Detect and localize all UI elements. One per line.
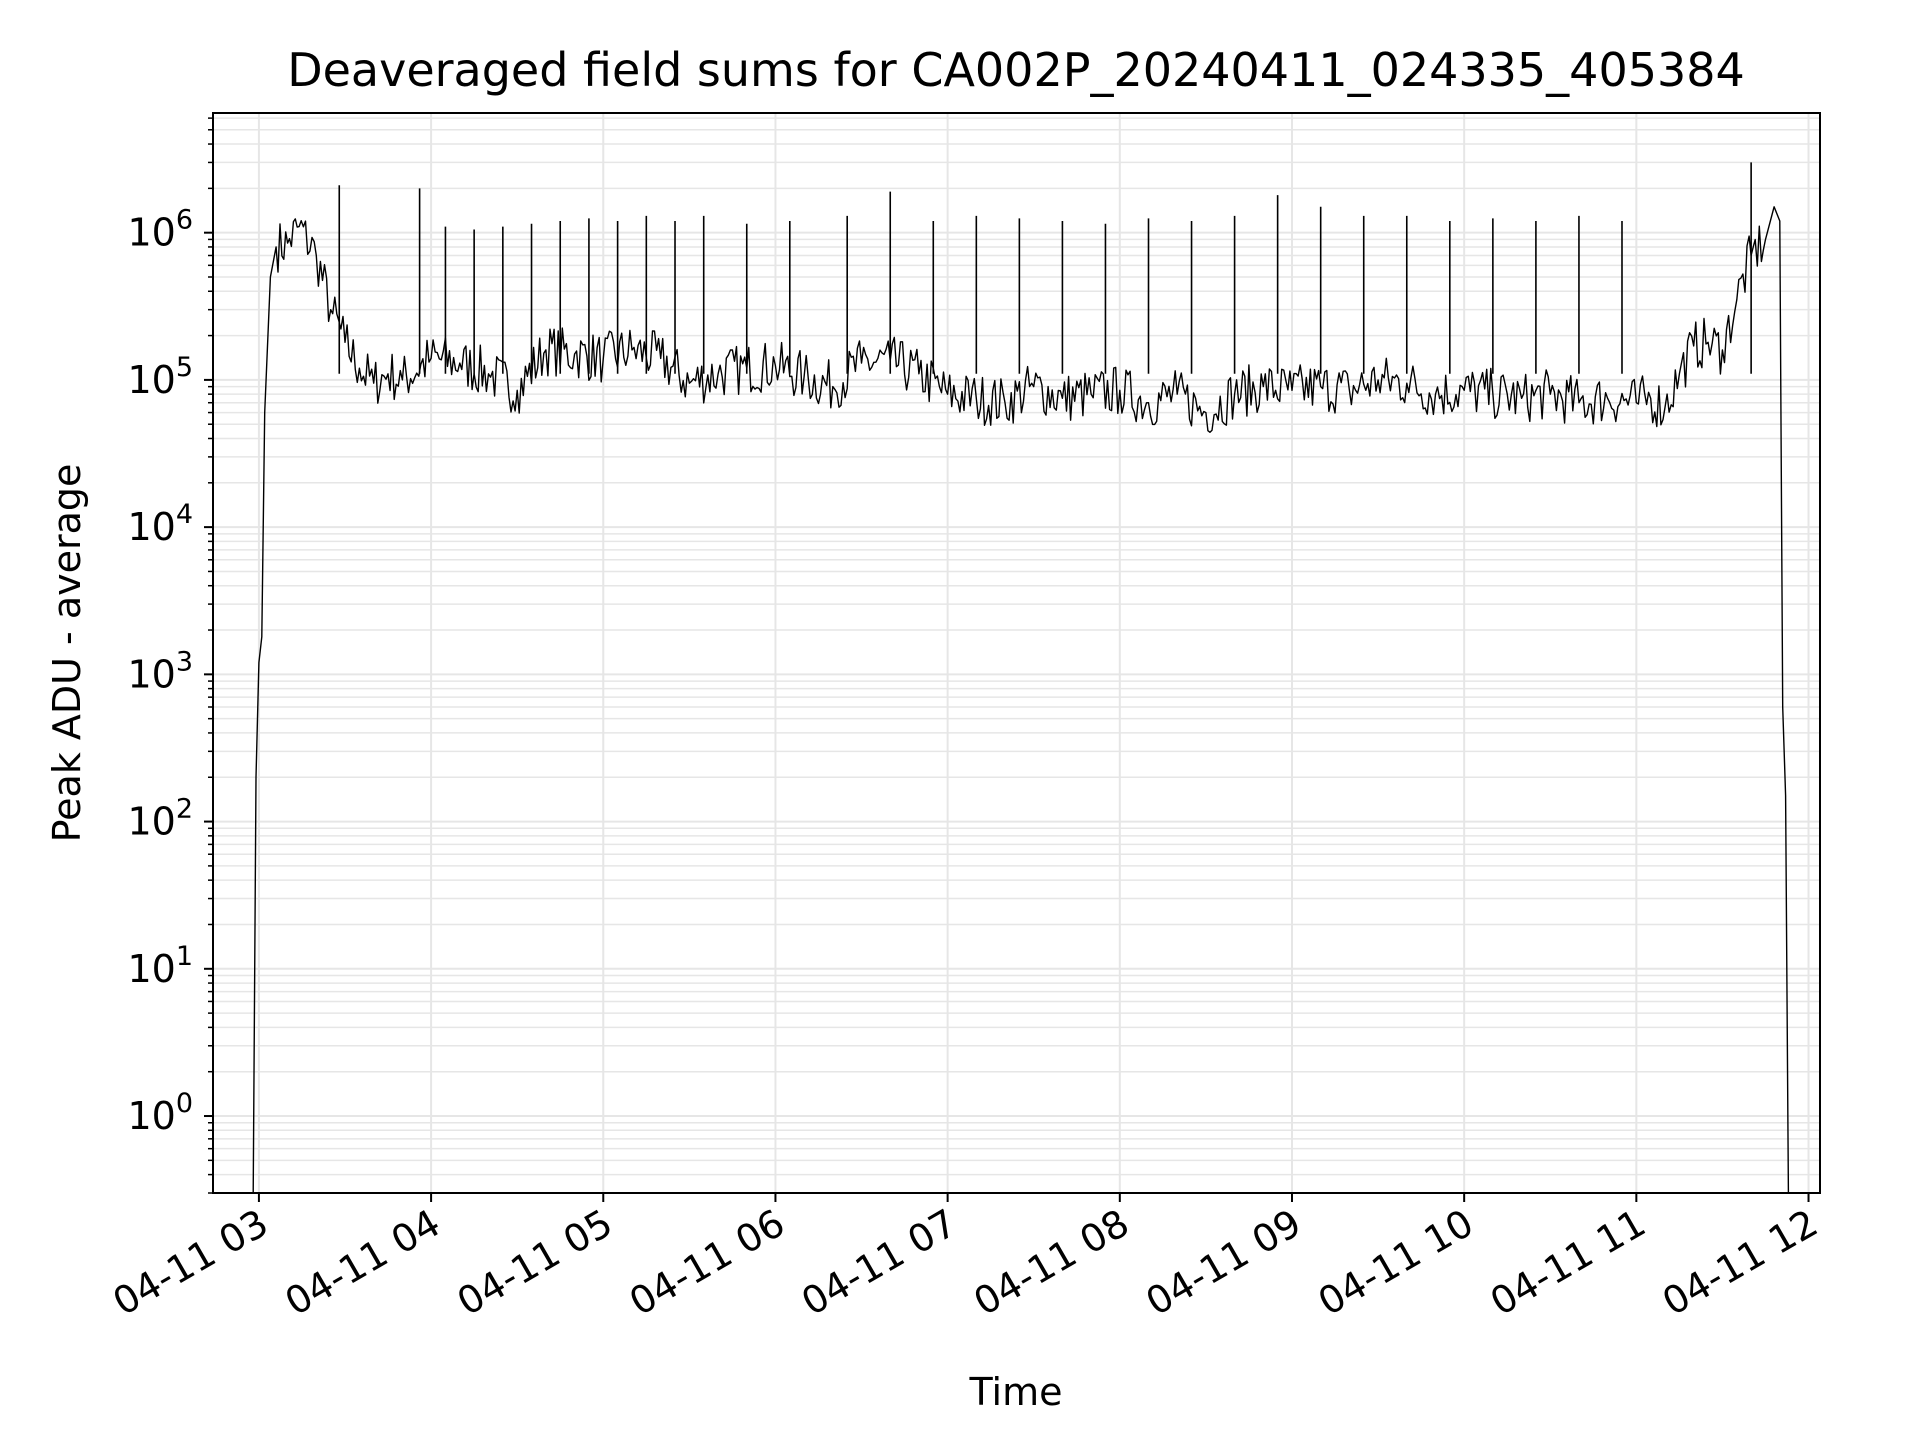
y-axis-label: Peak ADU - average — [45, 464, 89, 843]
x-axis-label: Time — [969, 1370, 1063, 1414]
y-tick-label: 102 — [127, 794, 193, 844]
y-tick-label: 106 — [127, 205, 193, 255]
y-axis-ticks: 100 101 102 103 104 105 106 — [127, 117, 213, 1194]
plot-frame — [212, 112, 1821, 1194]
series-line — [252, 206, 1790, 1194]
y-tick-label: 100 — [127, 1088, 193, 1138]
y-tick-label: 104 — [127, 499, 193, 549]
grid — [213, 113, 1820, 1194]
y-tick-label: 103 — [127, 646, 193, 696]
chart-title: Deaveraged field sums for CA002P_2024041… — [287, 43, 1745, 97]
y-tick-label: 105 — [127, 352, 193, 402]
y-tick-label: 101 — [127, 941, 193, 991]
series-line-group — [252, 162, 1790, 1194]
